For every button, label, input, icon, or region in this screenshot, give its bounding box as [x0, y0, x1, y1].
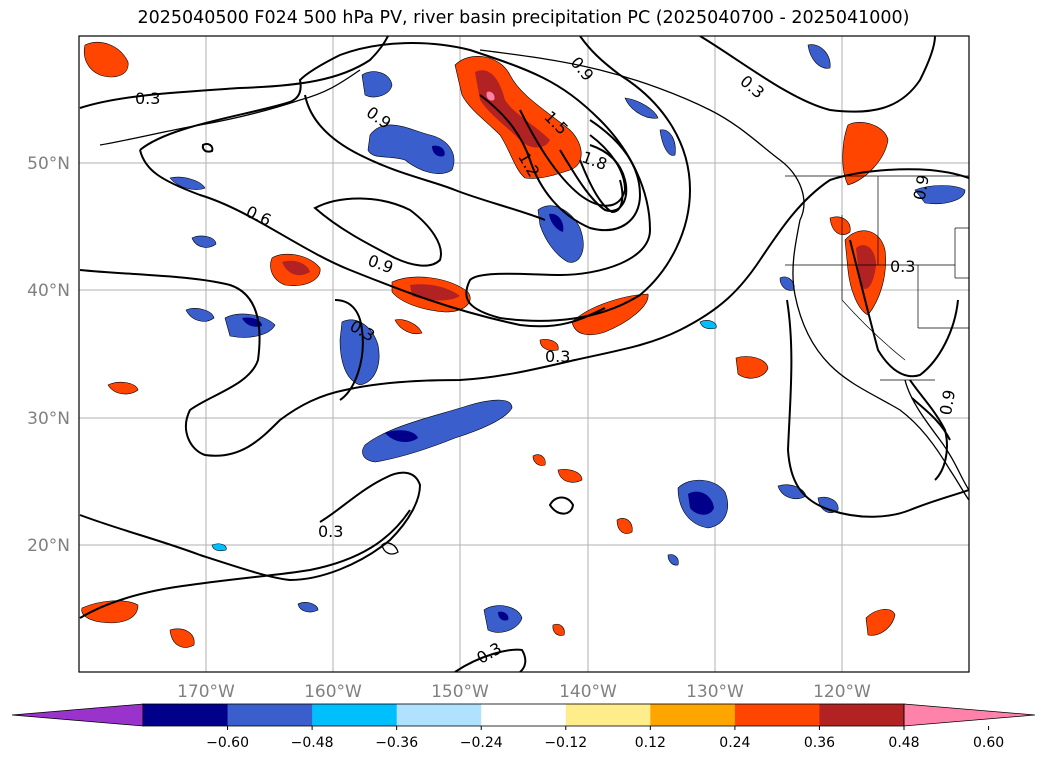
- precip-blob-positive: [842, 121, 889, 186]
- colorbar-segment: [312, 704, 398, 726]
- precip-blob-positive: [83, 42, 129, 78]
- colorbar-segment: [396, 704, 482, 726]
- contour-label: 0.3: [135, 89, 160, 108]
- precip-blob-negative: [549, 213, 564, 232]
- precip-blob-positive: [865, 609, 896, 636]
- precip-blob-positive: [486, 91, 495, 101]
- precip-blob-positive: [552, 623, 565, 636]
- colorbar-tick-label: 0.60: [973, 735, 1004, 751]
- precip-blob-negative: [191, 235, 217, 248]
- precip-blob-negative: [807, 44, 831, 69]
- colorbar-tick-label: −0.60: [206, 735, 249, 751]
- precip-blob-negative: [297, 602, 319, 613]
- precip-blob-positive: [571, 293, 649, 336]
- precip-blob-negative: [367, 124, 455, 174]
- precip-blob-positive: [557, 469, 583, 483]
- precip-blob-negative: [339, 319, 380, 386]
- precip-blob-negative: [667, 554, 679, 566]
- latitude-ticks: 50°N 40°N 30°N 20°N: [27, 154, 70, 556]
- precip-blob-positive: [81, 600, 139, 624]
- precip-blob-negative: [432, 145, 445, 157]
- precip-blob-negative: [624, 97, 659, 119]
- lat-tick-label: 40°N: [27, 281, 70, 301]
- precip-blob-positive: [616, 518, 633, 534]
- precipitation-field: [81, 42, 966, 648]
- lon-tick-label: 170°W: [177, 682, 235, 702]
- map-title: 2025040500 F024 500 hPa PV, river basin …: [137, 8, 910, 28]
- colorbar-segment: [819, 704, 905, 726]
- lat-tick-label: 20°N: [27, 536, 70, 556]
- precip-blob-negative: [224, 313, 276, 338]
- precip-blob-positive: [532, 454, 546, 466]
- colorbar-outline: [142, 703, 905, 727]
- colorbar-segment: [565, 704, 651, 726]
- longitude-ticks: 170°W 160°W 150°W 140°W 130°W 120°W: [177, 682, 871, 702]
- lon-tick-label: 130°W: [686, 682, 744, 702]
- precip-blob-negative: [914, 185, 966, 205]
- precip-blob-positive: [394, 319, 423, 335]
- colorbar-segment: [650, 704, 736, 726]
- lat-tick-label: 30°N: [27, 409, 70, 429]
- contour-label: 0.9: [910, 173, 933, 201]
- colorbar: −0.60 −0.48 −0.36 −0.24 −0.12 0.12 0.24 0.36 0.4…: [11, 703, 1036, 751]
- colorbar-segment: [143, 704, 229, 726]
- contour-label: 0.3: [890, 257, 915, 276]
- precip-blob-positive: [169, 628, 195, 648]
- colorbar-segment: [734, 704, 820, 726]
- precip-blob-negative: [699, 320, 717, 330]
- colorbar-extend-low: [11, 703, 144, 727]
- precip-blob-positive: [735, 356, 769, 379]
- precip-blob-negative: [169, 176, 206, 190]
- lon-tick-label: 120°W: [813, 682, 871, 702]
- contour-label: 0.9: [936, 388, 959, 416]
- precip-blob-positive: [475, 70, 550, 148]
- colorbar-tick-label: −0.12: [544, 735, 587, 751]
- precip-blob-positive: [856, 245, 876, 289]
- lon-tick-label: 150°W: [431, 682, 489, 702]
- colorbar-segment: [227, 704, 313, 726]
- precip-blob-negative: [688, 491, 714, 515]
- precip-blob-negative: [362, 399, 513, 463]
- colorbar-tick-label: 0.12: [635, 735, 666, 751]
- lon-tick-label: 160°W: [304, 682, 362, 702]
- precip-blob-negative: [385, 430, 418, 443]
- colorbar-segment: [481, 704, 567, 726]
- political-borders: [785, 175, 969, 381]
- precip-blob-negative: [185, 308, 215, 322]
- coastlines: [99, 49, 969, 555]
- precip-blob-negative: [498, 611, 509, 621]
- precip-blob-positive: [410, 284, 460, 301]
- precip-blob-negative: [659, 129, 676, 156]
- colorbar-tick-label: −0.36: [375, 735, 418, 751]
- colorbar-tick-label: 0.48: [888, 735, 919, 751]
- colorbar-tick-label: 0.36: [804, 735, 835, 751]
- contour-label: 0.3: [545, 347, 570, 366]
- colorbar-extend-high: [903, 703, 1036, 727]
- precip-blob-positive: [539, 339, 559, 351]
- precip-blob-positive: [107, 381, 139, 395]
- pv-contours: [79, 36, 969, 672]
- precip-blob-positive: [282, 260, 310, 276]
- precip-blob-negative: [211, 543, 227, 552]
- precip-blob-negative: [361, 71, 393, 98]
- map-border: [78, 35, 970, 673]
- lon-tick-label: 140°W: [559, 682, 617, 702]
- colorbar-tick-label: −0.24: [460, 735, 503, 751]
- colorbar-tick-label: −0.48: [291, 735, 334, 751]
- precip-blob-positive: [829, 216, 851, 235]
- colorbar-tick-label: 0.24: [719, 735, 750, 751]
- lat-tick-label: 50°N: [27, 154, 70, 174]
- contour-label: 0.3: [318, 522, 343, 541]
